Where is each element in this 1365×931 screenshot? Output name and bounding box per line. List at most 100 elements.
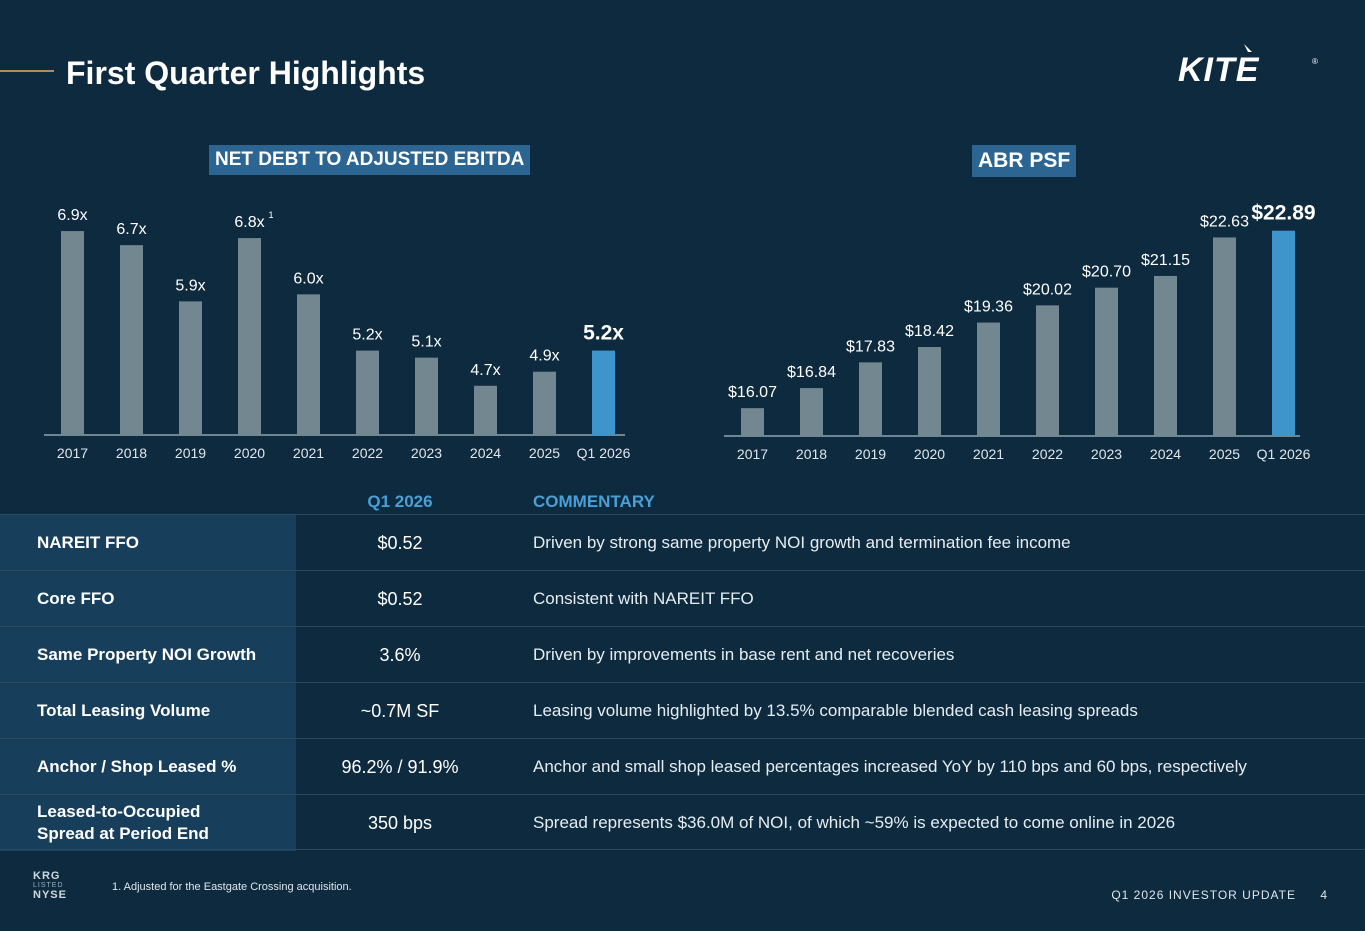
nyse-listed-badge: KRG LISTED NYSE — [33, 870, 67, 901]
table-row: NAREIT FFO $0.52 Driven by strong same pro… — [0, 514, 1365, 571]
bar-2023 — [415, 357, 438, 435]
data-label: 4.9x — [529, 348, 559, 365]
data-label: 5.9x — [175, 277, 205, 294]
bar-2022 — [356, 350, 379, 435]
bar-2019 — [179, 301, 202, 435]
bar-2025 — [1213, 237, 1236, 436]
ticker-exchange: NYSE — [33, 889, 67, 901]
bar-2017 — [61, 231, 84, 435]
page-title: First Quarter Highlights — [66, 55, 426, 91]
row-value: 96.2% / 91.9% — [341, 756, 459, 777]
net-debt-chart: 6.9x 2017 6.7x 2018 5.9x 2019 6.8x 1 2020 6.0x 202… — [44, 207, 631, 461]
x-tick-label: 2021 — [293, 445, 324, 461]
x-tick-label: 2022 — [1032, 446, 1063, 462]
data-label: $16.84 — [787, 364, 836, 381]
data-label: 5.2x — [352, 327, 382, 344]
row-commentary: Leasing volume highlighted by 13.5% comp… — [533, 701, 1138, 720]
kite-logo: KITE ® — [1178, 44, 1318, 84]
x-tick-label: 2021 — [973, 446, 1004, 462]
x-tick-label: 2018 — [116, 445, 147, 461]
table-row: Total Leasing Volume ~0.7M SF Leasing volu… — [0, 682, 1365, 739]
footer: Q1 2026 INVESTOR UPDATE 4 — [1111, 888, 1328, 902]
page-number: 4 — [1320, 888, 1328, 902]
bar-2020 — [238, 238, 261, 435]
row-label: Total Leasing Volume — [0, 683, 296, 739]
row-label: Core FFO — [0, 571, 296, 627]
bar-2019 — [859, 362, 882, 436]
bar-2024 — [474, 385, 497, 435]
bar-2020 — [918, 346, 941, 436]
bar-2018 — [800, 388, 823, 436]
data-label: $20.70 — [1082, 264, 1131, 281]
data-label: 5.1x — [411, 334, 441, 351]
x-tick-label: 2024 — [470, 445, 501, 461]
data-label: 4.7x — [470, 362, 500, 379]
x-tick-label: 2023 — [1091, 446, 1122, 462]
row-value: $0.52 — [377, 532, 423, 553]
table-row: Same Property NOI Growth 3.6% Driven by im… — [0, 626, 1365, 683]
table-bottom-divider — [0, 849, 1365, 850]
row-commentary: Driven by improvements in base rent and … — [533, 645, 955, 664]
x-tick-label: Q1 2026 — [1257, 446, 1311, 462]
data-label: $22.63 — [1200, 213, 1249, 230]
ticker-symbol: KRG — [33, 870, 61, 882]
data-label: 5.2x — [583, 322, 624, 345]
data-label: 6.0x — [293, 270, 323, 287]
bar-2025 — [533, 371, 556, 435]
x-tick-label: 2019 — [855, 446, 886, 462]
abr-psf-chart: $16.07 2017 $16.84 2018 $17.83 2019 $18.42 2020… — [724, 202, 1316, 462]
data-label: $20.02 — [1023, 281, 1072, 298]
x-tick-label: 2020 — [914, 446, 945, 462]
footnote: 1. Adjusted for the Eastgate Crossing ac… — [112, 881, 352, 893]
bar-2017 — [741, 408, 764, 436]
row-value: 3.6% — [379, 644, 421, 665]
title-accent-line — [0, 70, 54, 72]
x-tick-label: 2020 — [234, 445, 265, 461]
x-tick-label: 2023 — [411, 445, 442, 461]
row-label: Leased-to-Occupied Spread at Period End — [0, 795, 296, 851]
chart-title-net-debt: NET DEBT TO ADJUSTED EBITDA — [209, 145, 531, 175]
footnote-marker: 1 — [269, 210, 274, 220]
data-label: 6.8x — [234, 214, 264, 231]
row-commentary: Consistent with NAREIT FFO — [533, 589, 754, 608]
data-label: $16.07 — [728, 384, 777, 401]
x-tick-label: 2025 — [1209, 446, 1240, 462]
x-tick-label: 2017 — [737, 446, 768, 462]
row-value: 350 bps — [367, 812, 433, 833]
svg-text:®: ® — [1312, 57, 1318, 66]
data-label: $18.42 — [905, 323, 954, 340]
table-row: Leased-to-Occupied Spread at Period End 3… — [0, 794, 1365, 851]
x-tick-label: 2022 — [352, 445, 383, 461]
bar-2023 — [1095, 287, 1118, 436]
x-tick-label: 2017 — [57, 445, 88, 461]
x-tick-label: Q1 2026 — [577, 445, 631, 461]
data-label: 6.7x — [116, 221, 146, 238]
x-tick-label: 2025 — [529, 445, 560, 461]
bar-q1-2026 — [1272, 230, 1295, 436]
bar-2021 — [977, 322, 1000, 436]
x-tick-label: 2019 — [175, 445, 206, 461]
table-header-q1-2026: Q1 2026 — [367, 492, 433, 511]
bar-2024 — [1154, 275, 1177, 436]
bar-q1-2026 — [592, 350, 615, 435]
row-label: Anchor / Shop Leased % — [0, 739, 296, 795]
data-label: 6.9x — [57, 207, 87, 224]
bar-2018 — [120, 245, 143, 435]
data-label: $22.89 — [1251, 202, 1315, 225]
ticker-listed: LISTED — [33, 882, 64, 889]
chart-title-abr-psf: ABR PSF — [972, 145, 1077, 177]
row-label: Same Property NOI Growth — [0, 627, 296, 683]
row-commentary: Spread represents $36.0M of NOI, of whic… — [533, 813, 1176, 832]
x-tick-label: 2018 — [796, 446, 827, 462]
row-commentary: Driven by strong same property NOI growt… — [533, 533, 1071, 552]
data-label: $17.83 — [846, 338, 895, 355]
svg-text:KITE: KITE — [1178, 51, 1260, 84]
x-tick-label: 2024 — [1150, 446, 1181, 462]
data-label: $19.36 — [964, 299, 1013, 316]
row-commentary: Anchor and small shop leased percentages… — [533, 757, 1247, 776]
table-row: Core FFO $0.52 Consistent with NAREIT FFO — [0, 570, 1365, 627]
table-header-commentary: COMMENTARY — [533, 492, 655, 511]
row-value: ~0.7M SF — [360, 700, 440, 721]
bar-2022 — [1036, 305, 1059, 436]
data-label: $21.15 — [1141, 252, 1190, 269]
